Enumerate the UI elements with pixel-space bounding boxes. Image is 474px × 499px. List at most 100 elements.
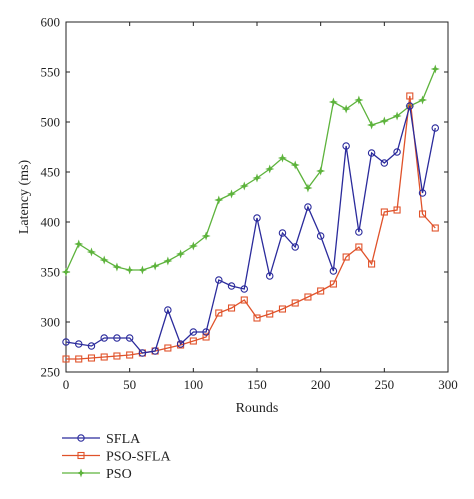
data-point [304,293,312,301]
data-point [113,352,121,360]
y-tick-label: 500 [41,115,61,130]
data-point [329,280,337,288]
data-point [61,267,71,277]
data-point [329,267,338,275]
data-point [62,355,70,363]
data-point [201,231,211,241]
data-point [227,282,236,290]
data-point [137,265,147,275]
legend-marker [77,451,85,460]
data-point [342,142,350,150]
data-point [393,148,401,156]
series-pso-sfla [62,92,439,363]
data-point [392,111,402,121]
data-point [86,247,96,257]
plot-area [65,21,449,373]
data-point [62,338,70,346]
data-point [240,296,248,304]
y-tick-label: 600 [41,15,61,30]
x-tick-label: 0 [63,377,70,392]
x-tick-label: 200 [311,377,331,392]
data-point [341,104,351,114]
data-point [393,206,401,214]
data-point [304,203,312,211]
data-point [252,173,262,183]
legend-label: PSO [106,467,132,482]
data-point [138,349,147,357]
data-point [125,265,135,275]
data-point [113,334,121,342]
data-point [202,333,210,341]
data-point [328,97,338,107]
legend-label: SFLA [106,432,141,447]
data-point [176,340,185,348]
data-point [87,342,96,350]
y-tick-label: 250 [41,365,61,380]
data-point [253,314,261,322]
data-point [430,64,440,74]
data-point [290,160,300,170]
data-point [253,214,261,222]
legend: SFLA PSO-SFLA PSO [62,432,171,482]
data-point [379,116,389,126]
data-point [316,166,326,176]
x-tick-label: 50 [123,377,136,392]
series-pso [61,64,440,277]
data-point [227,304,236,312]
x-tick-label: 250 [375,377,395,392]
data-point [342,253,350,261]
x-tick-label: 100 [184,377,204,392]
data-point [239,181,249,191]
data-point [418,210,427,218]
data-point [317,287,325,295]
data-point [126,351,134,359]
data-point [303,183,313,193]
data-point [75,355,83,363]
data-point [418,95,428,105]
data-point [355,228,363,236]
data-point [215,276,223,284]
axis-ticks: 0 50 100 150 200 250 300 250 300 350 400 450 500 550 6… [41,15,458,393]
series-layer [61,64,440,363]
y-tick-label: 450 [41,165,61,180]
data-point [100,334,108,342]
data-point [266,310,274,318]
data-point [406,102,414,110]
data-point [99,255,109,265]
data-point [215,309,223,317]
data-point [100,353,108,361]
data-point [214,195,224,205]
data-point [151,347,159,355]
data-point [406,92,414,100]
y-tick-label: 400 [41,215,61,230]
legend-label: PSO-SFLA [106,450,171,465]
data-point [278,229,287,237]
data-point [112,262,122,272]
data-point [163,256,173,266]
y-tick-label: 300 [41,315,61,330]
data-point [265,164,275,174]
data-point [367,120,377,130]
data-point [189,328,198,336]
data-point [291,299,299,307]
data-point [418,189,427,197]
data-point [380,159,389,167]
y-tick-label: 350 [41,265,61,280]
data-point [164,344,172,352]
legend-marker [77,434,85,442]
data-point [316,232,325,240]
data-point [150,261,160,271]
data-point [265,272,274,280]
data-point [380,208,388,216]
data-point [368,260,376,268]
series-sfla [62,102,440,357]
data-point [431,224,439,232]
data-point [189,337,197,345]
data-point [188,241,198,251]
data-point [354,95,364,105]
data-point [164,306,172,314]
y-tick-label: 550 [41,65,61,80]
data-point [87,354,96,362]
x-tick-label: 150 [247,377,267,392]
